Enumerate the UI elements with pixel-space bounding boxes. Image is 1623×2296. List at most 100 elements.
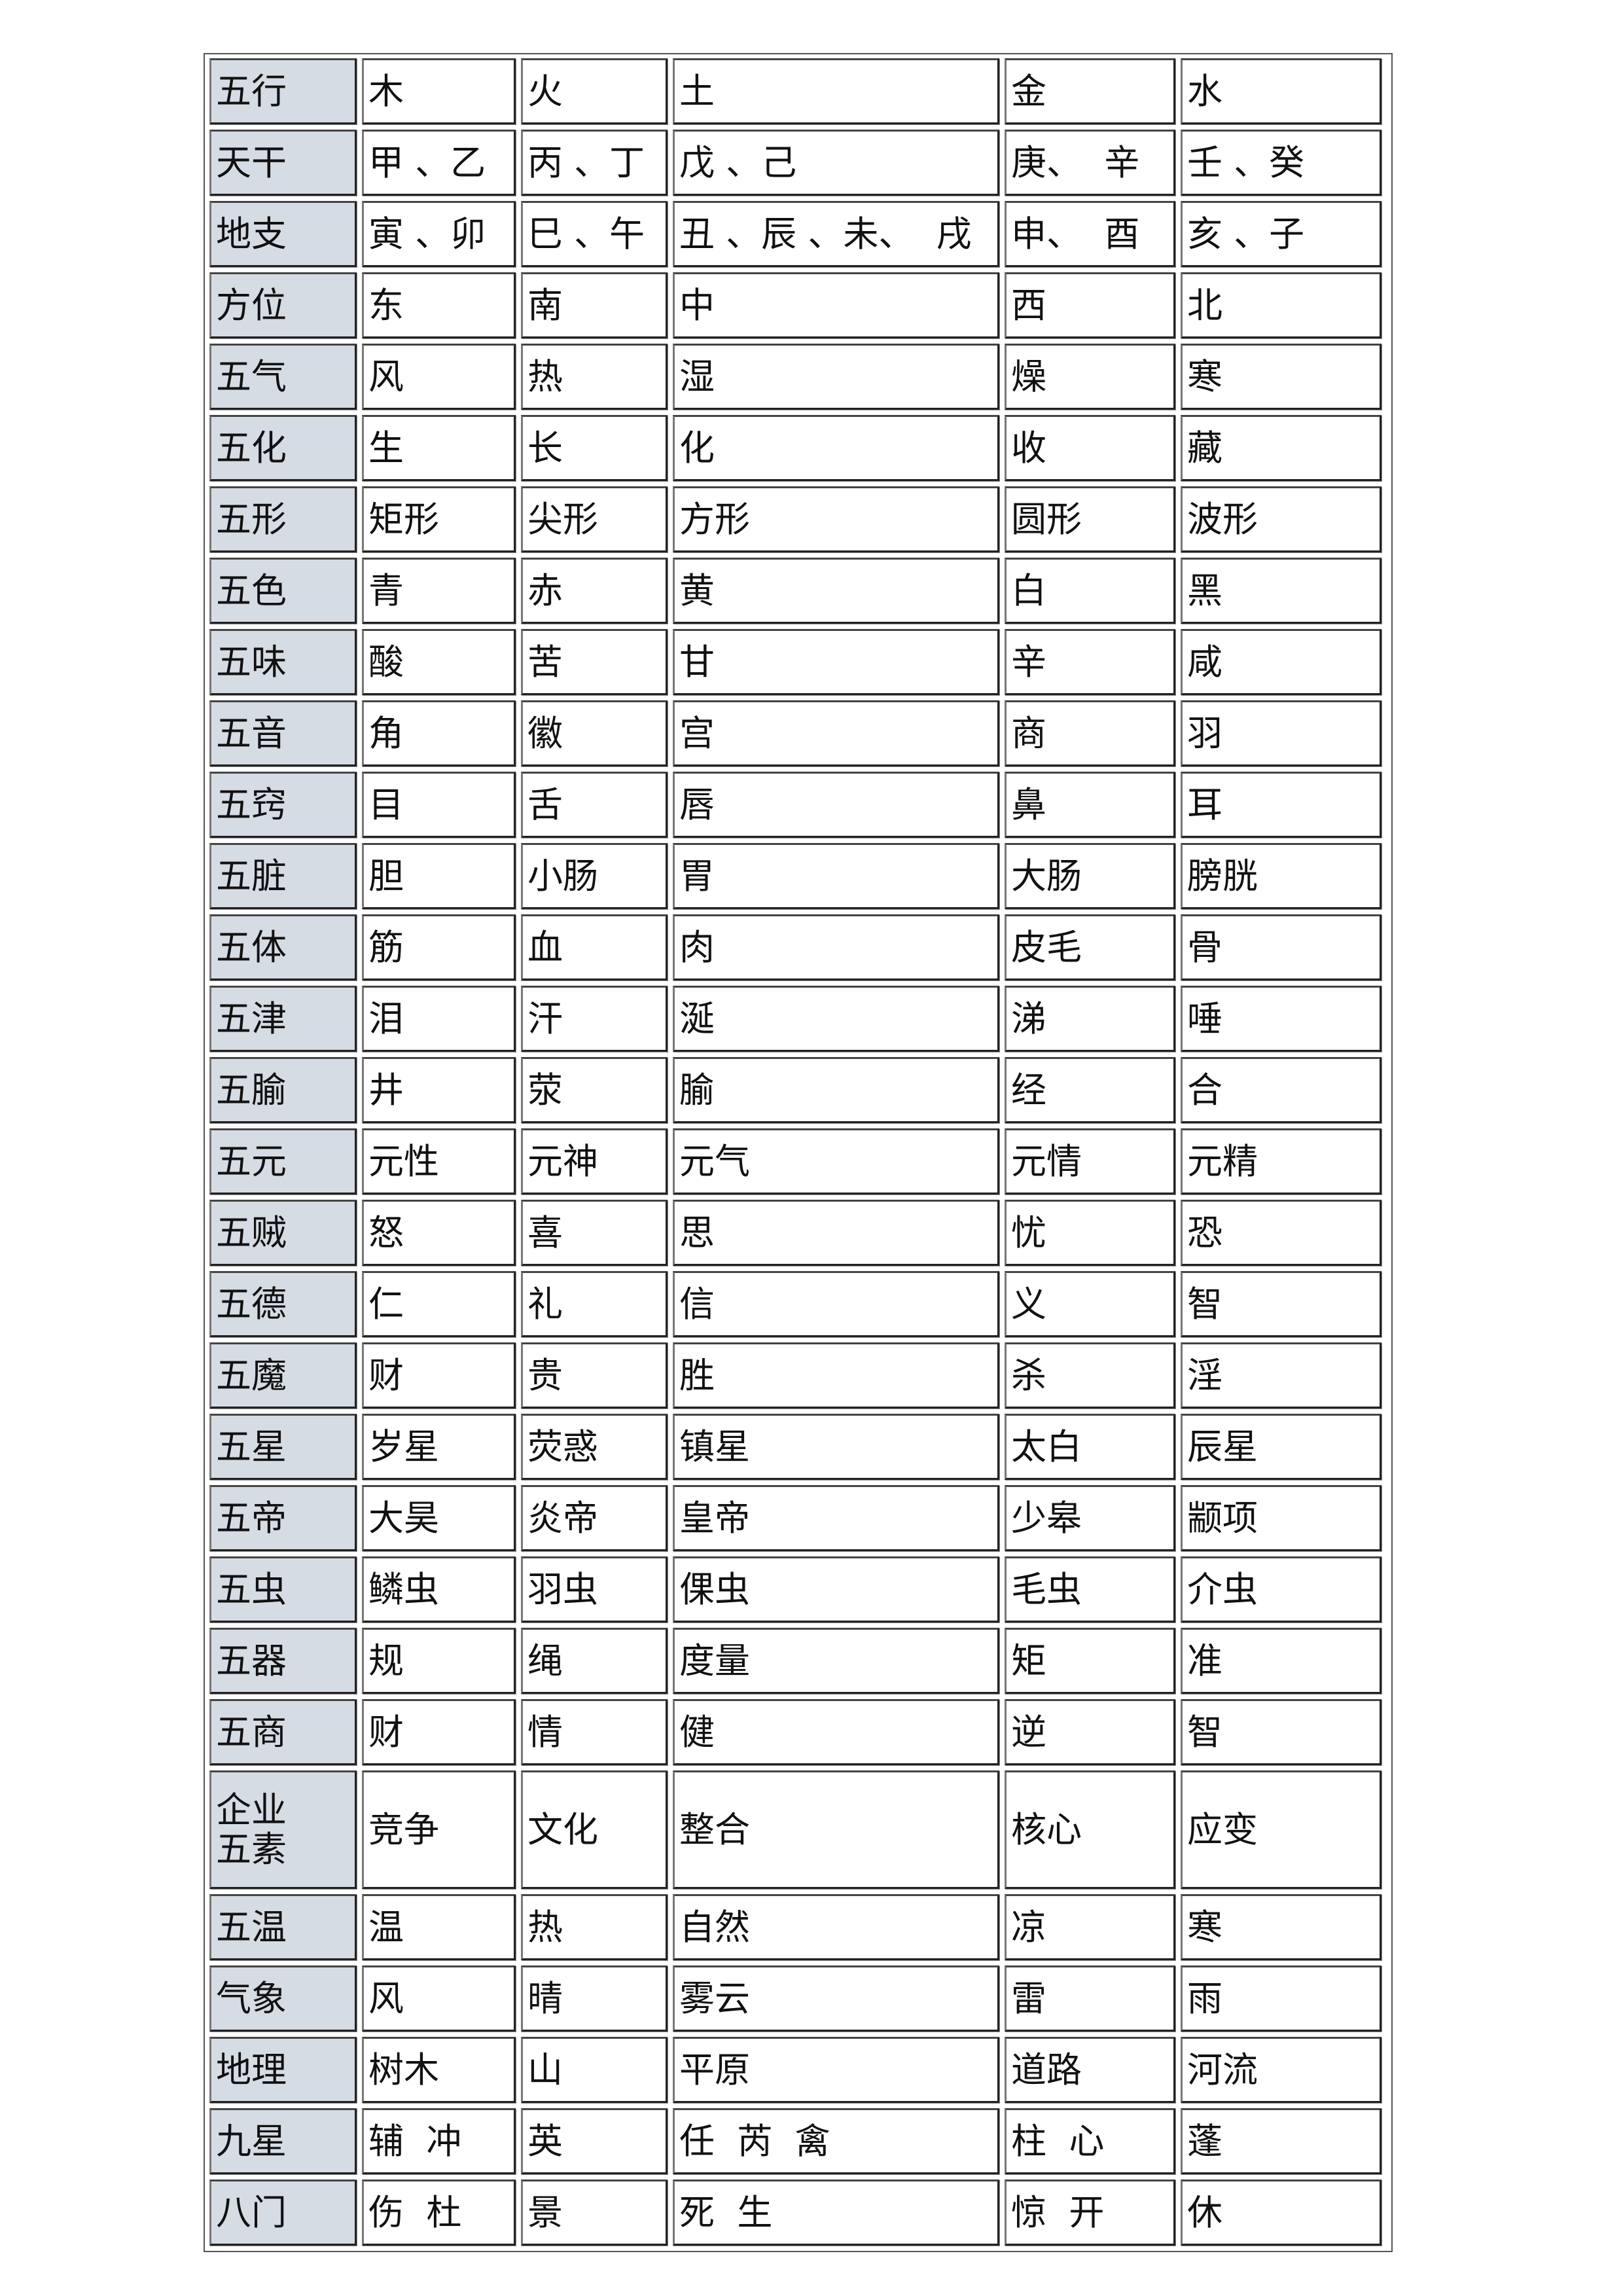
table-cell: 矩形: [362, 486, 516, 552]
table-cell: 目: [362, 772, 516, 838]
table-cell: 鳞虫: [362, 1556, 516, 1623]
row-label: 五音: [209, 700, 357, 766]
row-label: 气象: [209, 1965, 357, 2032]
table-row: 地理 树木山平原 道路 河流: [209, 2037, 1382, 2103]
table-cell: 应变: [1181, 1770, 1382, 1889]
table-row: 五气风热湿燥寒: [209, 344, 1382, 410]
table-cell: 大昊: [362, 1485, 516, 1551]
table-cell: 骨: [1181, 914, 1382, 980]
table-cell: 苦: [521, 629, 668, 695]
table-cell: 颛项: [1181, 1485, 1382, 1551]
table-cell: 汗: [521, 986, 668, 1052]
table-cell: 岁星: [362, 1414, 516, 1480]
table-cell: 思: [673, 1200, 999, 1266]
table-cell: 金: [1005, 58, 1175, 124]
table-cell: 中: [673, 272, 999, 338]
table-cell: 道路: [1005, 2037, 1175, 2103]
table-cell: 辰星: [1181, 1414, 1382, 1480]
table-row: 五器规绳度量矩准: [209, 1628, 1382, 1694]
table-cell: 少皋: [1005, 1485, 1175, 1551]
table-cell: 东: [362, 272, 516, 338]
table-cell: 胃: [673, 843, 999, 909]
table-cell: 仁: [362, 1271, 516, 1337]
table-row: 企业 五素 竞争 文化 整合 核心 应变: [209, 1770, 1382, 1889]
table-row: 五虫 鳞虫 羽虫 倮虫 毛虫 介虫: [209, 1556, 1382, 1623]
table-cell: 辅 冲: [362, 2108, 516, 2174]
row-label: 五星: [209, 1414, 357, 1480]
table-cell: 血: [521, 914, 668, 980]
table-row: 五贼怒喜思忧恐: [209, 1200, 1382, 1266]
row-label: 五德: [209, 1271, 357, 1337]
table-row: 地支寅 、卯巳 、午丑 、辰 、未、 戌申、 酉亥 、子: [209, 201, 1382, 267]
table-cell: 倮虫: [673, 1556, 999, 1623]
table-cell: 度量: [673, 1628, 999, 1694]
table-cell: 寅 、卯: [362, 201, 516, 267]
table-cell: 涎: [673, 986, 999, 1052]
table-cell: 尖形: [521, 486, 668, 552]
table-cell: 财: [362, 1342, 516, 1408]
table-row: 五星 岁星 荧惑 镇星 太白 辰星: [209, 1414, 1382, 1480]
table-cell: 藏: [1181, 415, 1382, 481]
table-cell: 土: [673, 58, 999, 124]
table-cell: 方形: [673, 486, 999, 552]
table-cell: 庚、 辛: [1005, 130, 1175, 196]
table-cell: 逆: [1005, 1699, 1175, 1765]
table-cell: 唾: [1181, 986, 1382, 1052]
table-cell: 辛: [1005, 629, 1175, 695]
table-cell: 甘: [673, 629, 999, 695]
table-cell: 腧: [673, 1057, 999, 1123]
row-label: 五温: [209, 1894, 357, 1960]
table-cell: 介虫: [1181, 1556, 1382, 1623]
table-row: 五温温热自然凉寒: [209, 1894, 1382, 1960]
table-cell: 健: [673, 1699, 999, 1765]
row-label: 五贼: [209, 1200, 357, 1266]
row-label: 五味: [209, 629, 357, 695]
table-cell: 湿: [673, 344, 999, 410]
table-cell: 智: [1181, 1699, 1382, 1765]
table-cell: 信: [673, 1271, 999, 1337]
table-row: 五脏胆小肠胃大肠 膀胱: [209, 843, 1382, 909]
row-label: 五脏: [209, 843, 357, 909]
table-row: 五窍目舌唇鼻耳: [209, 772, 1382, 838]
table-row: 五德仁礼信义智: [209, 1271, 1382, 1337]
table-row: 五帝 大昊 炎帝 皇帝 少皋 颛项: [209, 1485, 1382, 1551]
table-row: 天干甲 、乙丙 、丁戊 、己 庚、 辛壬 、癸: [209, 130, 1382, 196]
table-cell: 规: [362, 1628, 516, 1694]
table-cell: 角: [362, 700, 516, 766]
table-row: 五体筋血肉皮毛骨: [209, 914, 1382, 980]
table-cell: 风: [362, 344, 516, 410]
table-cell: 义: [1005, 1271, 1175, 1337]
table-cell: 平原: [673, 2037, 999, 2103]
row-label: 天干: [209, 130, 357, 196]
table-cell: 河流: [1181, 2037, 1382, 2103]
table-cell: 巳 、午: [521, 201, 668, 267]
table-cell: 白: [1005, 558, 1175, 624]
five-elements-table: 五行木火土金水天干甲 、乙丙 、丁戊 、己 庚、 辛壬 、癸 地支寅 、卯巳 、午丑…: [204, 53, 1393, 2252]
table-cell: 雾云: [673, 1965, 999, 2032]
row-label: 五魔: [209, 1342, 357, 1408]
table-row: 五色青赤黄白黑: [209, 558, 1382, 624]
table-cell: 元情: [1005, 1128, 1175, 1194]
table-cell: 胆: [362, 843, 516, 909]
table-cell: 寒: [1181, 344, 1382, 410]
table-cell: 热: [521, 1894, 668, 1960]
table-cell: 徽: [521, 700, 668, 766]
row-label: 五帝: [209, 1485, 357, 1551]
table-cell: 蓬: [1181, 2108, 1382, 2174]
table-cell: 核心: [1005, 1770, 1175, 1889]
table-cell: 镇星: [673, 1414, 999, 1480]
table-cell: 绳: [521, 1628, 668, 1694]
table-cell: 毛虫: [1005, 1556, 1175, 1623]
row-label: 五虫: [209, 1556, 357, 1623]
table-row: 五音角徽宫商羽: [209, 700, 1382, 766]
table-cell: 太白: [1005, 1414, 1175, 1480]
table-cell: 黑: [1181, 558, 1382, 624]
table-cell: 丑 、辰 、未、 戌: [673, 201, 999, 267]
table-body: 五行木火土金水天干甲 、乙丙 、丁戊 、己 庚、 辛壬 、癸 地支寅 、卯巳 、午丑…: [209, 58, 1382, 2246]
table-cell: 膀胱: [1181, 843, 1382, 909]
table-cell: 贵: [521, 1342, 668, 1408]
table-cell: 肉: [673, 914, 999, 980]
table-cell: 礼: [521, 1271, 668, 1337]
table-cell: 树木: [362, 2037, 516, 2103]
table-cell: 荥: [521, 1057, 668, 1123]
